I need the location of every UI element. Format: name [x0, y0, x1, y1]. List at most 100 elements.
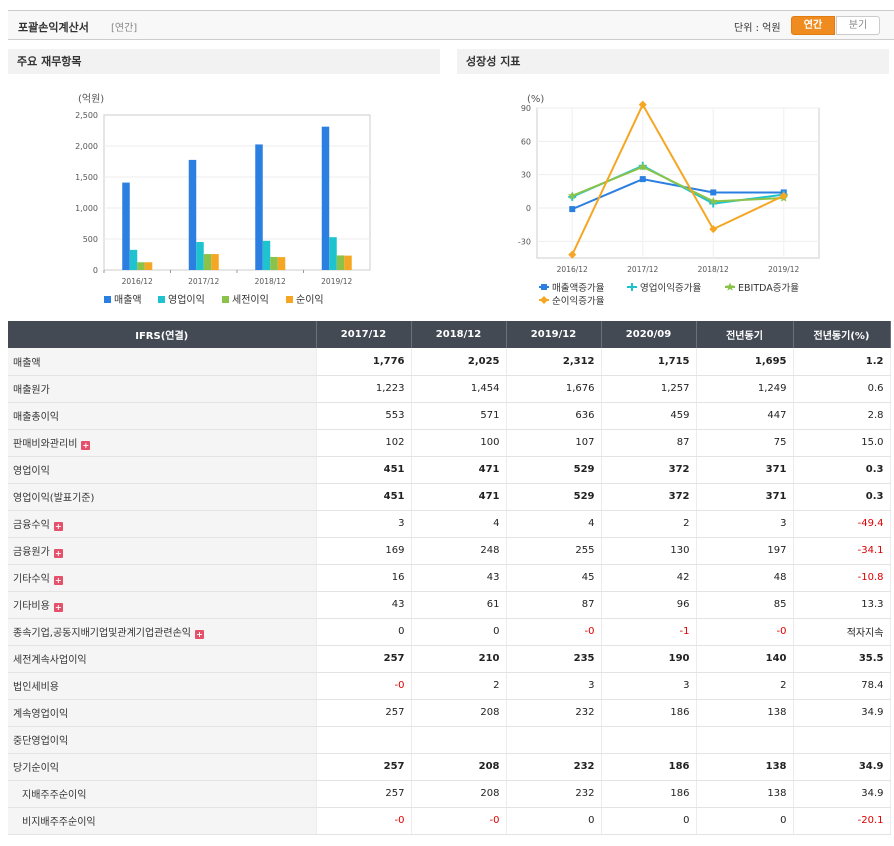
table-cell: 0 [316, 618, 412, 646]
table-cell: 459 [601, 402, 697, 430]
bar [196, 242, 204, 270]
x-tick-label: 2017/12 [188, 277, 219, 286]
row-label: 중단영업이익 [8, 726, 317, 754]
table-cell: 78.4 [793, 672, 891, 700]
table-cell: 1,257 [601, 375, 697, 403]
table-cell: 447 [696, 402, 794, 430]
table-cell: 102 [316, 429, 412, 457]
table-cell: -0 [696, 618, 794, 646]
table-cell: -0 [506, 618, 602, 646]
table-cell: 232 [506, 753, 602, 781]
table-row: 기타수익 +16 43 45 42 48 -10.8 [8, 564, 891, 592]
table-cell: 232 [506, 780, 602, 808]
row-label: 계속영업이익 [8, 699, 317, 727]
y-tick-label: 0 [526, 204, 531, 213]
expand-plus-icon[interactable]: + [81, 441, 91, 450]
table-row: 금융원가 +169 248 255 130 197 -34.1 [8, 537, 891, 565]
row-label: 비지배주주순이익 [8, 807, 317, 835]
unit-label: 단위 : 억원 [734, 23, 781, 34]
row-label-text: 종속기업,공동지배기업및관계기업관련손익 [13, 628, 191, 639]
expand-plus-icon[interactable]: + [53, 576, 63, 585]
row-label: 법인세비용 [8, 672, 317, 700]
x-tick-label: 2019/12 [768, 265, 799, 274]
table-row: 판매비와관리비 +102 100 107 87 75 15.0 [8, 429, 891, 457]
table-cell: 75 [696, 429, 794, 457]
column-header-item: IFRS(연결) [8, 321, 317, 348]
table-cell: 2,312 [506, 348, 602, 376]
x-tick-label: 2016/12 [557, 265, 588, 274]
row-label-text: 매출원가 [13, 385, 50, 396]
row-label: 영업이익(발표기준) [8, 483, 317, 511]
expand-plus-icon[interactable]: + [194, 630, 204, 639]
expand-plus-icon[interactable]: + [53, 603, 63, 612]
row-label: 기타수익 + [8, 564, 317, 592]
data-point [639, 176, 646, 183]
y-tick-label: 2,500 [75, 111, 98, 120]
table-cell: 1,676 [506, 375, 602, 403]
row-label-text: 기타수익 [13, 574, 50, 585]
table-cell [696, 726, 794, 754]
data-point [568, 250, 577, 259]
table-cell: 138 [696, 699, 794, 727]
column-header-period: 2017/12 [316, 321, 412, 348]
table-cell: 208 [411, 780, 507, 808]
table-cell: 257 [316, 645, 412, 673]
row-label-text: 계속영업이익 [13, 709, 69, 720]
table-cell: 169 [316, 537, 412, 565]
table-cell: 2 [601, 510, 697, 538]
table-cell: 1,776 [316, 348, 412, 376]
row-label-text: 매출액 [13, 357, 41, 369]
bar [129, 249, 138, 270]
table-cell: -0 [316, 672, 412, 700]
bar [344, 255, 352, 270]
legend-swatch [104, 296, 111, 303]
table-row: 금융수익 +3 4 4 2 3 -49.4 [8, 510, 891, 538]
table-cell: 0.3 [793, 483, 891, 511]
x-tick-label: 2019/12 [321, 277, 352, 286]
table-row: 법인세비용 -0 2 3 3 2 78.4 [8, 672, 891, 700]
table-cell: 372 [601, 483, 697, 511]
column-header-period: 2020/09 [601, 321, 697, 348]
row-label-text: 영업이익 [13, 466, 50, 477]
table-cell: 1.2 [793, 348, 891, 376]
table-cell: 1,249 [696, 375, 794, 403]
bar [321, 126, 330, 270]
expand-plus-icon[interactable]: + [53, 522, 63, 531]
row-label-text: 금융원가 [13, 547, 50, 558]
bar [137, 262, 145, 270]
table-cell: 186 [601, 780, 697, 808]
y-tick-label: 1,000 [75, 204, 98, 213]
column-header-period: 전년동기 [696, 321, 794, 348]
data-point [779, 191, 788, 200]
table-cell [316, 726, 412, 754]
table-row: 계속영업이익 257 208 232 186 138 34.9 [8, 699, 891, 727]
table-cell: 636 [506, 402, 602, 430]
y-axis-label: (억원) [78, 93, 104, 105]
annual-toggle-button[interactable]: 연간 [791, 16, 835, 35]
data-point [709, 196, 718, 205]
table-cell: -34.1 [793, 537, 891, 565]
bar [188, 159, 197, 270]
y-tick-label: 0 [93, 266, 98, 275]
table-cell: 42 [601, 564, 697, 592]
table-cell [601, 726, 697, 754]
quarter-toggle-button[interactable]: 분기 [836, 16, 880, 35]
statement-header: 포괄손익계산서 [연간] 단위 : 억원 연간 분기 [8, 10, 894, 40]
table-cell: 85 [696, 591, 794, 619]
table-cell: 235 [506, 645, 602, 673]
legend-entry: 매출액증가율 [552, 282, 605, 294]
table-cell: -1 [601, 618, 697, 646]
row-label-text: 판매비와관리비 [13, 439, 78, 450]
table-cell: 371 [696, 456, 794, 484]
key-items-bar-chart: (억원) 2,500 2,000 1,500 1,000 500 0 2016/12 2017/… [75, 93, 371, 306]
expand-plus-icon[interactable]: + [53, 549, 63, 558]
table-cell: 372 [601, 456, 697, 484]
table-row: 당기순이익 257 208 232 186 138 34.9 [8, 753, 891, 781]
table-cell: 0.3 [793, 456, 891, 484]
table-cell: 96 [601, 591, 697, 619]
table-cell [411, 726, 507, 754]
table-cell: 적자지속 [793, 618, 891, 646]
growth-panel-title: 성장성 지표 [457, 49, 889, 74]
table-cell: 571 [411, 402, 507, 430]
row-label: 판매비와관리비 + [8, 429, 317, 457]
